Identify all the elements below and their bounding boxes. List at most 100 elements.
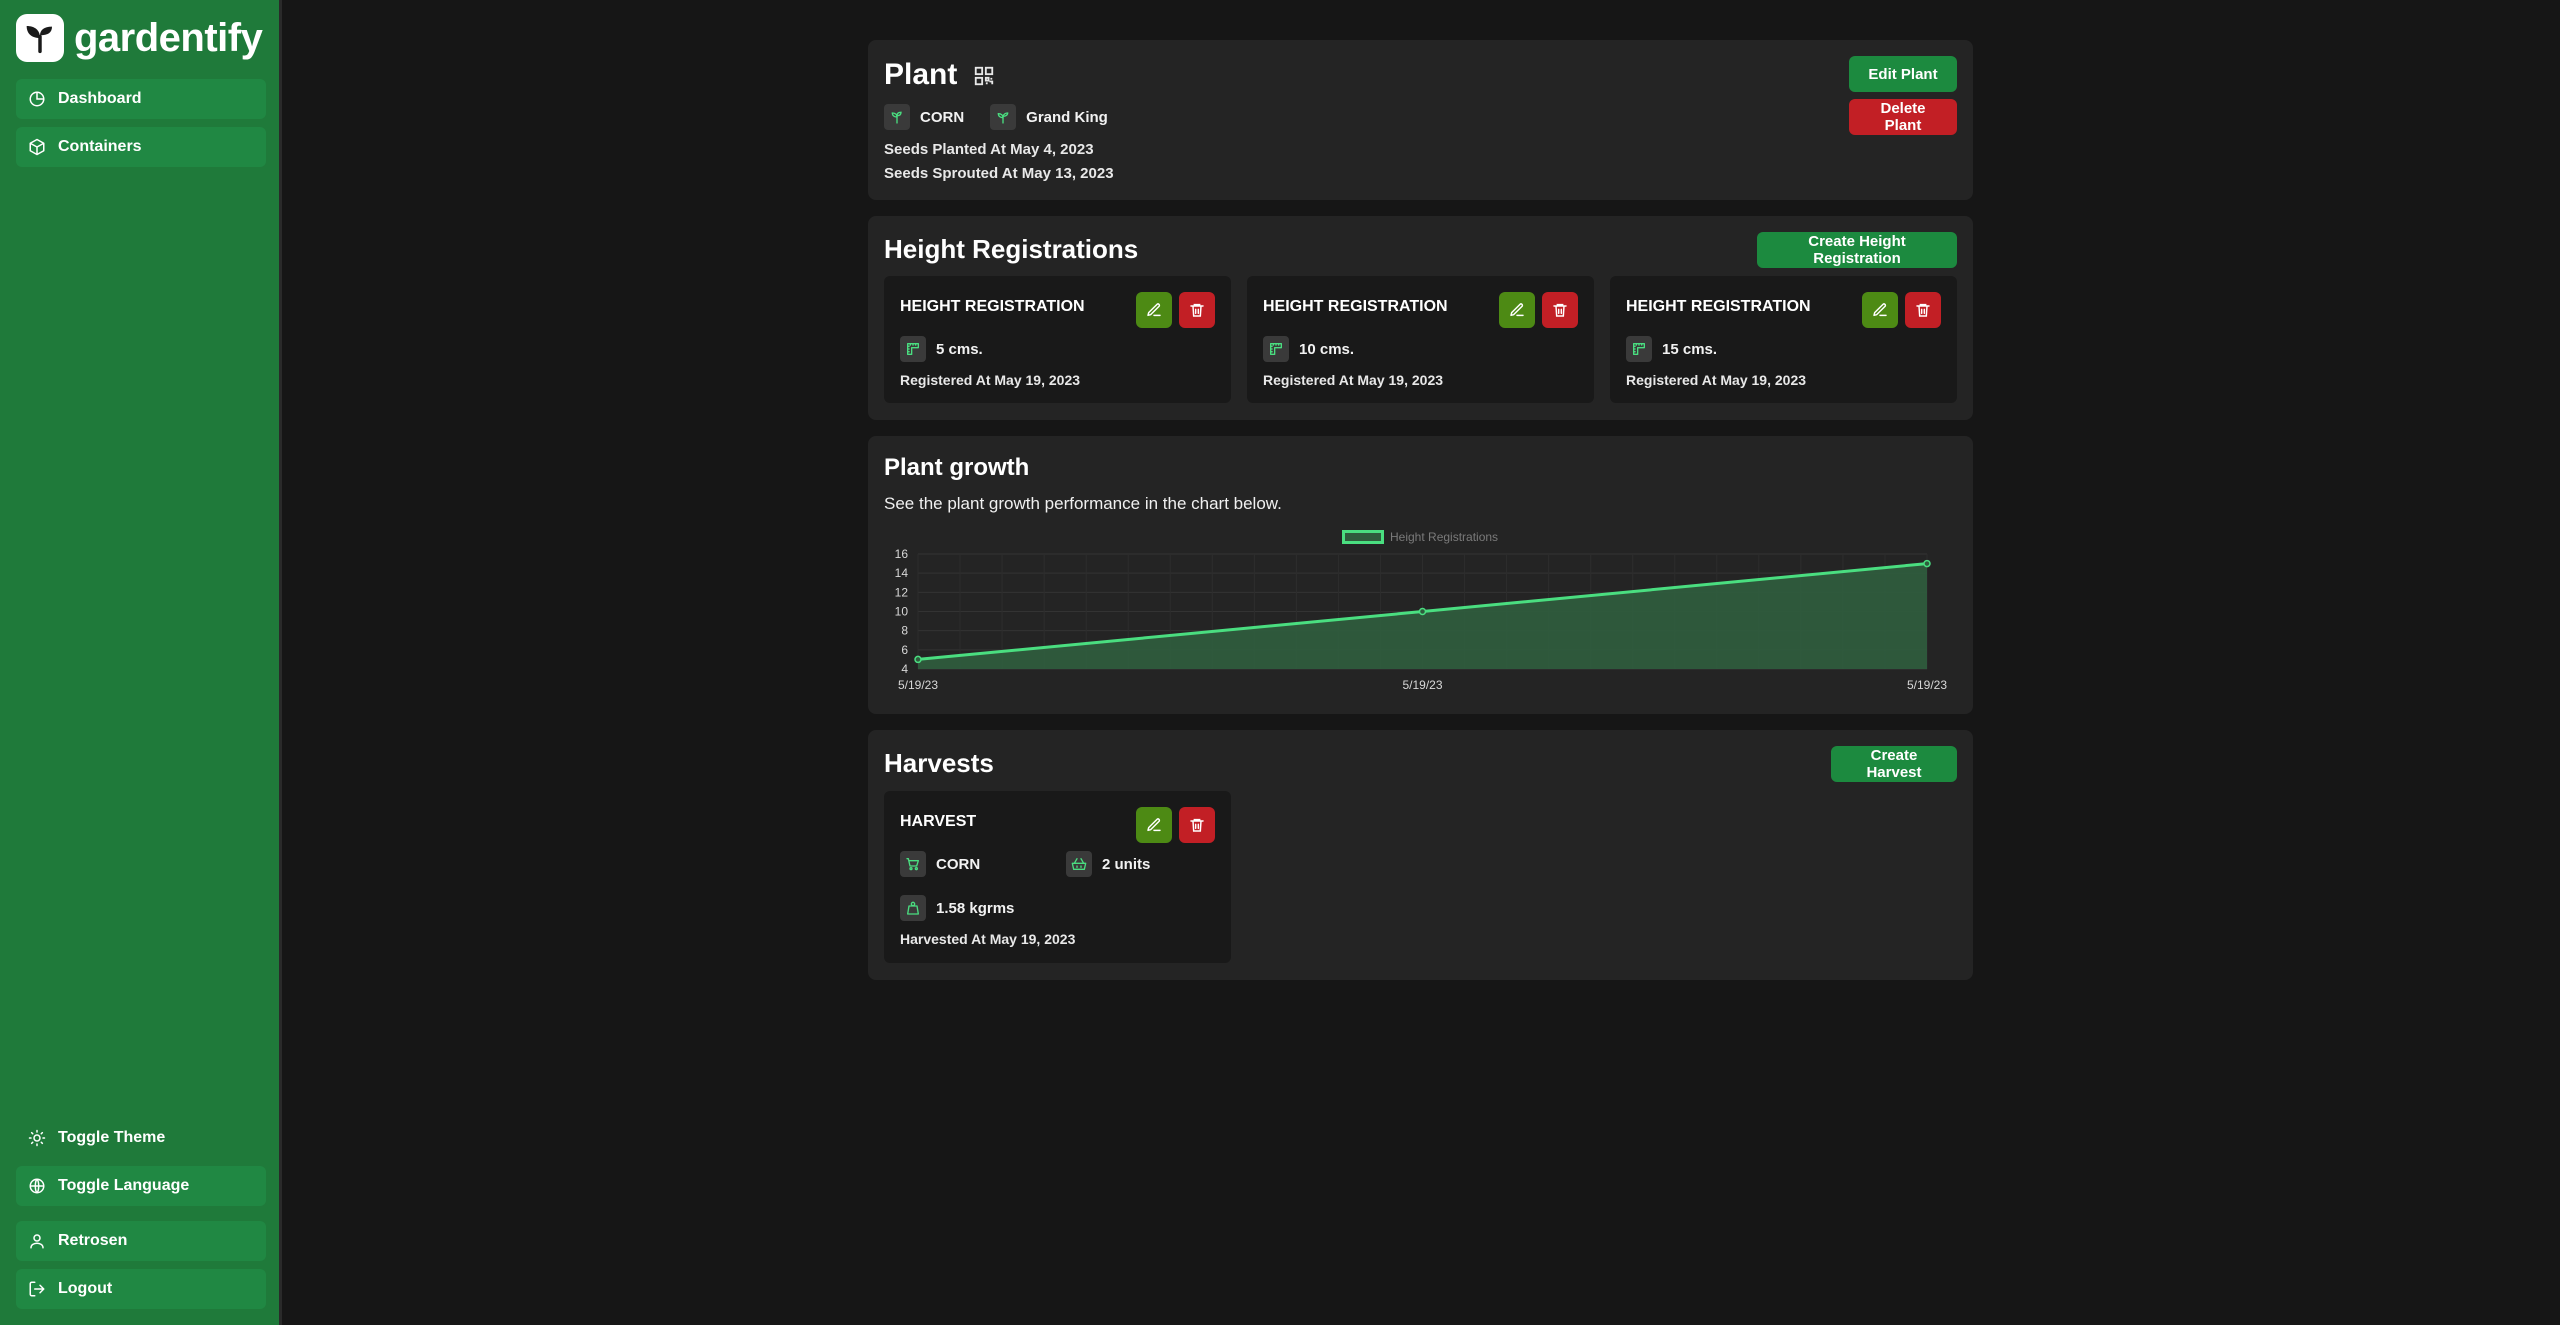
legend-swatch — [1342, 530, 1384, 544]
harvest-crop: CORN — [936, 855, 981, 873]
y-tick-label: 16 — [895, 547, 909, 561]
brand-name: gardentify — [74, 15, 263, 60]
registered-date: Registered At May 19, 2023 — [1626, 372, 1807, 388]
seeds-sprouted-date: Seeds Sprouted At May 13, 2023 — [884, 165, 1114, 182]
sprout-logo-icon — [16, 14, 64, 62]
sidebar: gardentify Dashboard Containers Toggle T… — [0, 0, 282, 1325]
harvest-units-row: 2 units — [1066, 851, 1150, 877]
globe-icon — [29, 1178, 45, 1194]
data-point — [1418, 607, 1427, 616]
seeds-planted-date: Seeds Planted At May 4, 2023 — [884, 141, 1094, 158]
sidebar-item-toggle-theme[interactable]: Toggle Theme — [16, 1118, 266, 1158]
data-point — [1923, 559, 1931, 568]
height-registrations-card: Height Registrations Create Height Regis… — [868, 216, 1973, 420]
box-icon — [29, 138, 45, 156]
ruler-icon — [1626, 336, 1652, 362]
sun-icon — [28, 1129, 46, 1147]
delete-plant-button[interactable]: Delete Plant — [1849, 99, 1957, 135]
trash-icon — [1190, 303, 1204, 317]
y-tick-label: 12 — [895, 585, 909, 599]
section-subtitle: See the plant growth performance in the … — [884, 494, 1282, 513]
plant-crop: CORN — [920, 108, 965, 126]
trash-icon — [1553, 303, 1567, 317]
harvest-card: HARVEST CORN 2 units 1.58 kgrms Harveste… — [884, 791, 1231, 963]
sidebar-item-containers[interactable]: Containers — [16, 127, 266, 167]
sidebar-item-logout[interactable]: Logout — [16, 1269, 266, 1309]
cart-icon — [900, 851, 926, 877]
chart-legend[interactable]: Height Registrations — [1342, 530, 1498, 544]
x-tick-label: 5/19/23 — [1402, 678, 1442, 692]
qr-code-icon[interactable] — [973, 65, 995, 87]
edit-harvest-button[interactable] — [1136, 807, 1172, 843]
plant-meta: CORN Grand King — [884, 104, 1108, 130]
height-registration-title: HEIGHT REGISTRATION — [1626, 298, 1811, 315]
harvest-weight: 1.58 kgrms — [936, 899, 1015, 917]
pencil-icon — [1873, 303, 1887, 317]
x-tick-label: 5/19/23 — [1907, 678, 1947, 692]
sidebar-item-label: Logout — [58, 1280, 113, 1297]
edit-height-registration-button[interactable] — [1499, 292, 1535, 328]
height-row: 5 cms. — [900, 336, 983, 362]
create-harvest-button[interactable]: Create Harvest — [1831, 746, 1957, 782]
y-tick-label: 8 — [901, 624, 908, 638]
section-title: Height Registrations — [884, 234, 1139, 264]
trash-icon — [1916, 303, 1930, 317]
height-row: 15 cms. — [1626, 336, 1717, 362]
edit-height-registration-button[interactable] — [1862, 292, 1898, 328]
height-registration-title: HEIGHT REGISTRATION — [900, 298, 1085, 315]
sidebar-item-toggle-language[interactable]: Toggle Language — [16, 1166, 266, 1206]
height-value: 10 cms. — [1299, 340, 1355, 358]
weight-icon — [900, 895, 926, 921]
height-value: 15 cms. — [1662, 340, 1718, 358]
delete-harvest-button[interactable] — [1179, 807, 1215, 843]
harvests-card: Harvests Create Harvest HARVEST CORN 2 u… — [868, 730, 1973, 980]
pencil-icon — [1510, 303, 1524, 317]
logout-icon — [29, 1281, 45, 1297]
data-point — [914, 655, 922, 664]
basket-icon — [1066, 851, 1092, 877]
harvested-date: Harvested At May 19, 2023 — [900, 931, 1076, 947]
pencil-icon — [1147, 303, 1161, 317]
sidebar-item-label: Toggle Language — [58, 1177, 190, 1194]
harvest-units: 2 units — [1102, 855, 1151, 873]
sidebar-item-dashboard[interactable]: Dashboard — [16, 79, 266, 119]
x-tick-label: 5/19/23 — [898, 678, 938, 692]
height-registration-title: HEIGHT REGISTRATION — [1263, 298, 1448, 315]
harvest-crop-row: CORN — [900, 851, 980, 877]
sidebar-item-user[interactable]: Retrosen — [16, 1221, 266, 1261]
registered-date: Registered At May 19, 2023 — [900, 372, 1081, 388]
delete-height-registration-button[interactable] — [1179, 292, 1215, 328]
sidebar-item-label: Toggle Theme — [58, 1129, 166, 1146]
sidebar-item-label: Dashboard — [58, 90, 142, 107]
y-tick-label: 4 — [901, 662, 908, 676]
height-registration-card: HEIGHT REGISTRATION 5 cms. Registered At… — [884, 276, 1231, 403]
edit-height-registration-button[interactable] — [1136, 292, 1172, 328]
harvest-title: HARVEST — [900, 813, 977, 830]
ruler-icon — [900, 336, 926, 362]
plant-variety: Grand King — [1026, 108, 1108, 126]
section-title: Plant growth — [884, 454, 1030, 481]
delete-height-registration-button[interactable] — [1905, 292, 1941, 328]
create-height-registration-button[interactable]: Create Height Registration — [1757, 232, 1957, 268]
pencil-icon — [1147, 818, 1161, 832]
legend-label: Height Registrations — [1390, 530, 1499, 544]
user-icon — [30, 1234, 44, 1249]
ruler-icon — [1263, 336, 1289, 362]
sprout-icon — [884, 104, 910, 130]
brand[interactable]: gardentify — [16, 14, 263, 62]
height-registration-card: HEIGHT REGISTRATION 10 cms. Registered A… — [1247, 276, 1594, 403]
page-title: Plant — [884, 58, 958, 91]
trash-icon — [1190, 818, 1204, 832]
height-row: 10 cms. — [1263, 336, 1354, 362]
y-tick-label: 10 — [895, 605, 909, 619]
harvest-weight-row: 1.58 kgrms — [900, 895, 1014, 921]
y-tick-label: 14 — [895, 566, 909, 580]
height-value: 5 cms. — [936, 340, 983, 358]
sidebar-item-label: Containers — [58, 138, 142, 155]
registered-date: Registered At May 19, 2023 — [1263, 372, 1444, 388]
plant-card: Plant CORN Grand King Seeds Planted At M… — [868, 40, 1973, 200]
edit-plant-button[interactable]: Edit Plant — [1849, 56, 1957, 92]
delete-height-registration-button[interactable] — [1542, 292, 1578, 328]
sidebar-item-label: Retrosen — [58, 1232, 128, 1249]
pie-chart-icon — [29, 91, 45, 107]
